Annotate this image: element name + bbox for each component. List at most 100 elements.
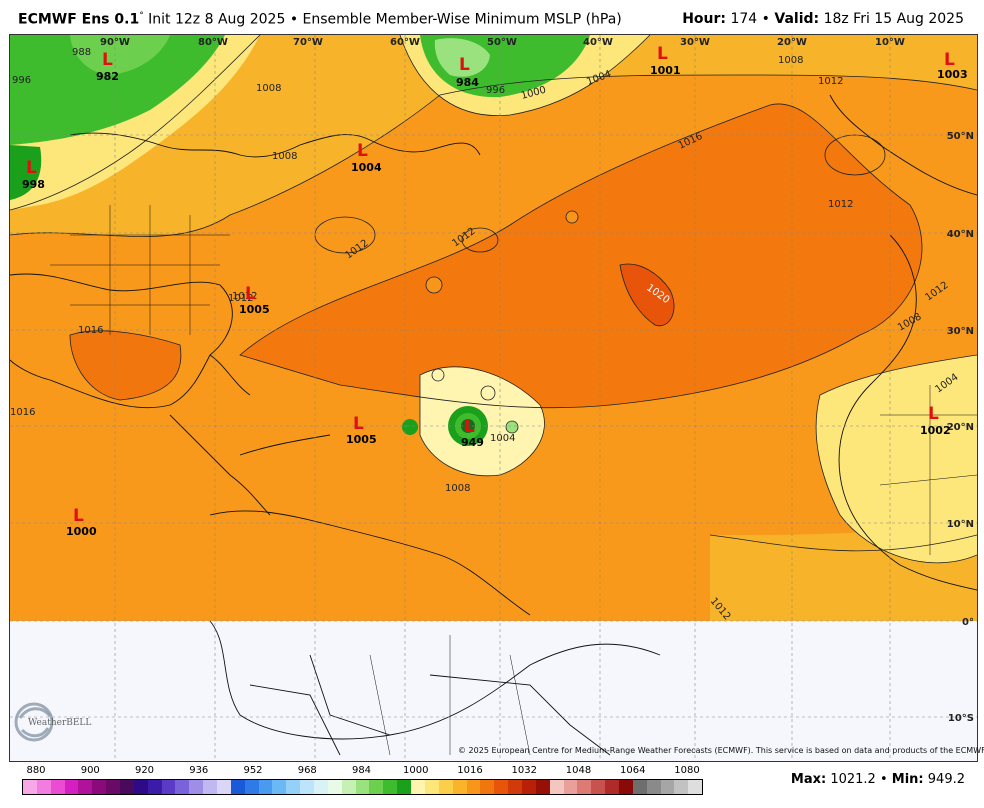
colorbar-swatch [286,780,301,794]
low-value: 1002 [920,424,951,437]
low-value: 1005 [239,303,270,316]
storm-satellite [402,419,418,435]
lat-label: 50°N [947,131,974,142]
colorbar-swatch [438,780,453,794]
pressure-field-988-nw [70,35,170,75]
low-value: 982 [96,70,119,83]
colorbar-label: 952 [243,765,263,776]
colorbar-swatch [508,780,522,794]
pressure-field-1020 [620,264,675,326]
lon-label: 30°W [680,37,710,48]
colorbar-swatch [64,780,79,794]
isobar-label: 1016 [78,325,103,336]
colorbar-swatch [466,780,481,794]
lon-label: 40°W [583,37,613,48]
low-symbol: L [459,55,470,75]
colorbar-swatch [563,780,578,794]
colorbar-swatch [23,780,37,794]
logo-text: WeatherBELL [28,718,91,728]
low-value: 1004 [351,161,382,174]
lon-label: 80°W [198,37,228,48]
colorbar-swatch [494,780,509,794]
low-value: 1000 [66,525,97,538]
lat-label: 10°N [947,519,974,530]
colorbar-swatch [383,780,398,794]
pressure-field-1016a [240,103,922,408]
colorbar-labels: 880 900 920 936 952 968 984 1000 1016 1032 1048 106… [22,765,701,777]
lat-label: 10°S [948,713,974,724]
colorbar-swatch [244,780,259,794]
valid-label: Valid: [774,11,820,27]
colorbar-label: 920 [134,765,155,776]
latitude-labels: 50°N 40°N 30°N 20°N 10°N 0° 10°S [947,131,974,724]
colorbar-swatch [300,780,315,794]
low-symbol: L [657,44,668,64]
stats: Max: 1021.2 • Min: 949.2 [791,772,965,787]
low-value: 1001 [650,64,681,77]
colorbar-swatch [203,780,218,794]
header: ECMWF Ens 0.1° Init 12z 8 Aug 2025 • Ens… [0,0,984,34]
colorbar-swatch [411,780,425,794]
valid-value: 18z Fri 15 Aug 2025 [823,11,964,27]
product-name: Ensemble Member-Wise Minimum MSLP (hPa) [302,11,622,28]
small-closed-isobar [425,276,443,294]
valid-info: Hour: 174 • Valid: 18z Fri 15 Aug 2025 [682,11,964,27]
colorbar-swatch [120,780,134,794]
low-value: 1005 [346,433,377,446]
pressure-field-996-w [10,145,42,200]
colorbar-label: 1000 [403,765,429,776]
lon-label: 90°W [100,37,130,48]
lat-label: 40°N [947,229,974,240]
low-symbol: L [353,414,364,434]
colorbar-swatch [175,780,190,794]
colorbar [22,779,703,795]
degree-mark: ° [139,11,144,21]
colorbar-label: 936 [189,765,209,776]
separator: • [289,11,299,28]
min-value: 949.2 [927,772,965,787]
min-label: Min: [891,772,924,787]
colorbar-label: 880 [26,765,46,776]
longitude-labels: 90°W 80°W 70°W 60°W 50°W 40°W 30°W 20°W … [100,37,905,48]
isobar-label: 1004 [490,433,515,444]
weatherbell-logo: WeatherBELL [12,698,102,744]
isobar-label: 1008 [272,151,297,162]
isobar-label: 1008 [778,55,803,66]
colorbar-label: 1032 [511,765,537,776]
model-name: ECMWF Ens 0.1 [18,11,140,28]
colorbar-swatch [50,780,65,794]
isobar-label: 1008 [445,483,470,494]
colorbar-swatch [355,780,370,794]
colorbar-swatch [632,780,647,794]
colorbar-swatch [217,780,231,794]
colorbar-swatch [147,780,162,794]
separator: • [879,772,888,787]
isobar-label: 1012 [818,76,843,87]
colorbar-swatch [424,780,439,794]
pressure-field-984-n [434,38,490,77]
isobar-label: 996 [486,85,505,96]
colorbar-label: 1048 [565,765,592,776]
colorbar-label: 1064 [620,765,646,776]
small-closed-isobar [431,368,445,382]
low-symbol: L [464,417,475,437]
small-closed-isobar [565,210,579,224]
low-symbol: L [928,404,939,424]
map-panel: 90°W 80°W 70°W 60°W 50°W 40°W 30°W 20°W … [9,34,978,762]
low-symbol: L [73,506,84,526]
grid-lines [10,35,977,761]
isobar-label: 1012 [228,293,253,304]
lon-label: 60°W [390,37,420,48]
separator: • [761,11,770,27]
colorbar-swatch [272,780,287,794]
small-closed-isobar [480,385,496,401]
max-label: Max: [790,772,827,787]
colorbar-swatch [646,780,661,794]
colorbar-swatch [674,780,689,794]
colorbar-swatch [549,780,564,794]
colorbar-swatch [369,780,384,794]
colorbar-swatch [521,780,536,794]
low-value: 984 [456,76,479,89]
colorbar-swatch [660,780,675,794]
colorbar-swatch [327,780,342,794]
